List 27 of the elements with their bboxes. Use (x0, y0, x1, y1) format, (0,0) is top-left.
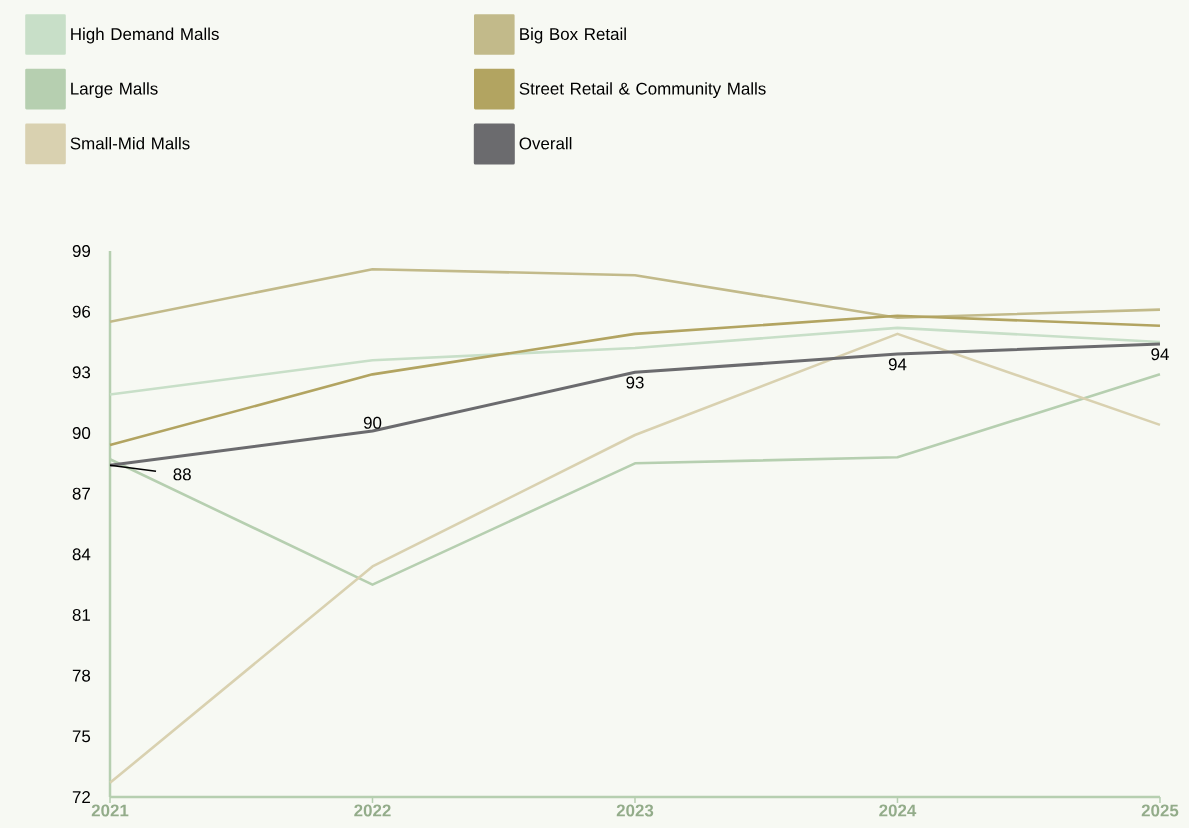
y-tick-label: 99 (72, 244, 91, 257)
data-label: 94 (888, 358, 907, 371)
legend-label: Street Retail & Community Malls (519, 82, 766, 98)
y-tick-label: 81 (72, 608, 90, 621)
legend-label: Small-Mid Malls (70, 137, 190, 150)
data-label: 88 (173, 468, 191, 481)
legend-label: Big Box Retail (520, 27, 626, 44)
y-tick-label: 84 (72, 548, 91, 561)
y-tick-label: 93 (72, 366, 91, 379)
legend-label: Overall (519, 137, 572, 150)
y-tick-label: 96 (72, 305, 91, 318)
y-tick-label: 72 (72, 791, 90, 803)
x-tick-label: 2025 (1141, 804, 1179, 817)
y-tick-label: 90 (72, 426, 91, 439)
x-tick-label: 2021 (91, 804, 129, 817)
y-tick-label: 78 (72, 669, 91, 682)
x-tick-label: 2024 (879, 804, 917, 817)
line-series (108, 267, 1162, 324)
x-tick-label: 2023 (616, 804, 654, 817)
legend-label: High Demand Malls (71, 27, 219, 44)
data-label: 94 (1151, 348, 1169, 361)
legend-label: Large Malls (71, 82, 158, 98)
data-label: 90 (363, 416, 382, 429)
data-label: 93 (626, 376, 644, 389)
y-tick-label: 87 (72, 487, 90, 500)
x-tick-label: 2022 (354, 804, 391, 817)
y-tick-label: 75 (72, 730, 91, 743)
